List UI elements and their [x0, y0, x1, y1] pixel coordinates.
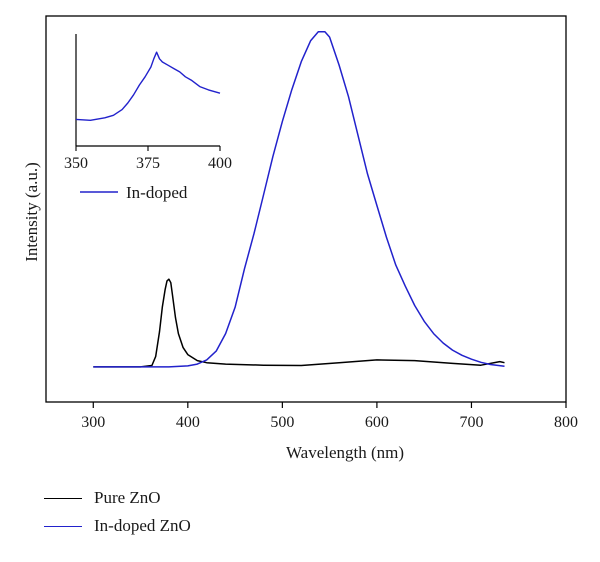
x-tick-label-400: 400	[176, 414, 200, 431]
legend-line-pure-zno	[44, 498, 82, 499]
x-tick-label-800: 800	[554, 414, 578, 431]
inset-legend-label: In-doped	[126, 183, 188, 202]
inset-series	[75, 51, 221, 122]
main-plot-frame	[45, 15, 567, 403]
inset-series-line-in-doped	[75, 51, 221, 122]
inset-x-ticks: 350 375 400	[64, 146, 232, 172]
inset-chart: 350 375 400 In-doped	[64, 34, 232, 202]
main-x-ticks: 300 400 500 600 700 800	[81, 402, 578, 431]
x-tick-label-300: 300	[81, 414, 105, 431]
legend-line-in-doped-zno	[44, 526, 82, 527]
inset-x-tick-label-350: 350	[64, 155, 88, 172]
main-chart: 300 400 500 600 700 800 Wavelength (nm) Inten…	[22, 15, 578, 462]
series-line-in-doped-zno	[93, 31, 505, 368]
legend-label-in-doped-zno: In-doped ZnO	[94, 516, 191, 535]
x-tick-label-500: 500	[270, 414, 294, 431]
x-tick-label-600: 600	[365, 414, 389, 431]
main-series	[93, 31, 505, 368]
x-axis-label: Wavelength (nm)	[286, 443, 404, 462]
x-tick-label-700: 700	[459, 414, 483, 431]
inset-x-tick-label-375: 375	[136, 155, 160, 172]
y-axis-label: Intensity (a.u.)	[22, 162, 41, 262]
inset-x-tick-label-400: 400	[208, 155, 232, 172]
legend-label-pure-zno: Pure ZnO	[94, 488, 161, 507]
series-line-pure-zno	[93, 278, 505, 368]
